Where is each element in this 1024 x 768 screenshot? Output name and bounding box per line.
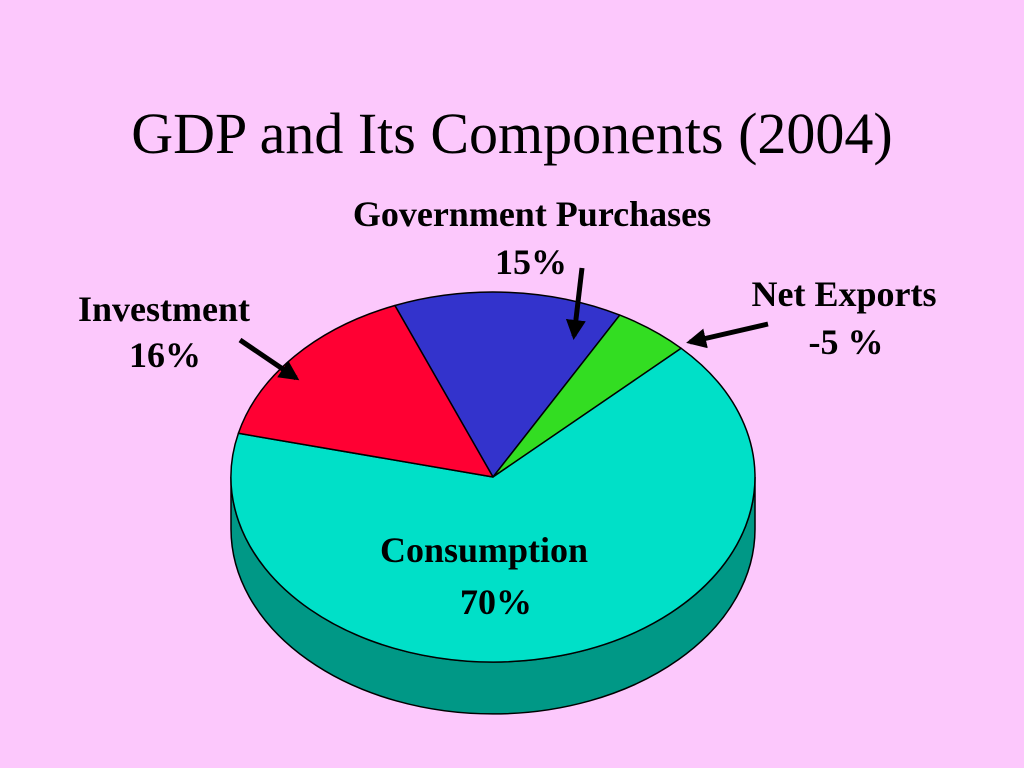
investment-arrow xyxy=(238,337,300,381)
pie-slices xyxy=(230,291,756,663)
consumption-value: 70% xyxy=(460,582,532,622)
investment-value: 16% xyxy=(129,335,201,375)
net-exports-value: -5 % xyxy=(809,322,884,362)
net-exports-label: Net Exports xyxy=(752,274,937,314)
government-purchases-arrow xyxy=(565,267,586,340)
pie-slice-consumption xyxy=(230,347,756,663)
pie-slice-government-purchases xyxy=(394,291,621,478)
government-purchases-value: 15% xyxy=(495,242,567,282)
pie-slice-investment xyxy=(237,304,494,478)
government-purchases-label: Government Purchases xyxy=(353,194,711,234)
consumption-label: Consumption xyxy=(380,530,588,570)
investment-label: Investment xyxy=(78,289,250,329)
net-exports-arrow xyxy=(686,321,769,349)
chart-title: GDP and Its Components (2004) xyxy=(131,101,893,166)
